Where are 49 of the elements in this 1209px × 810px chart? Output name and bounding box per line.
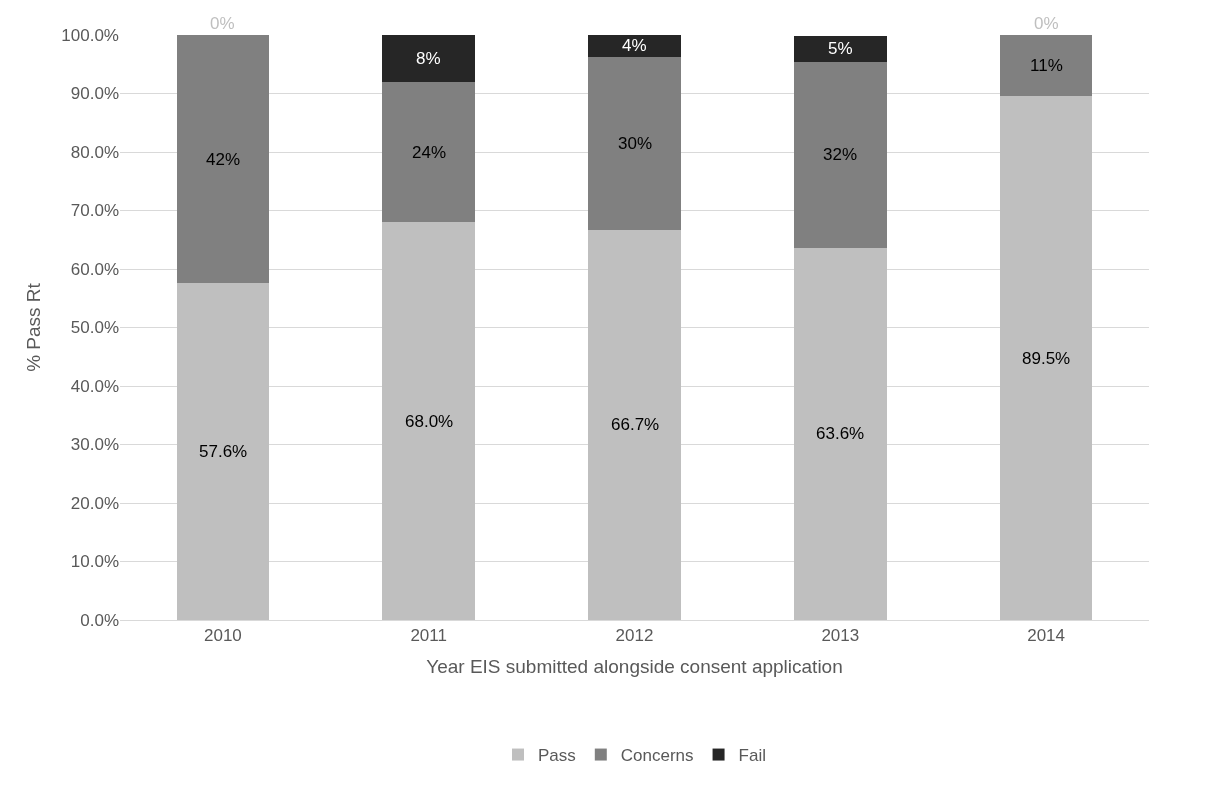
y-tick-label: 30.0% <box>70 435 119 455</box>
x-tick-label: 2011 <box>410 626 447 646</box>
x-tick-label: 2014 <box>1027 626 1066 646</box>
y-tick-label: 80.0% <box>70 142 119 162</box>
x-tick-label: 2013 <box>821 626 860 646</box>
bar <box>176 35 270 284</box>
x-tick-label: 2012 <box>615 626 654 646</box>
bar <box>588 35 681 57</box>
data-label: 8% <box>416 49 441 68</box>
data-label: 63.6% <box>816 424 865 443</box>
bar <box>176 283 270 620</box>
data-label: 5% <box>828 39 853 58</box>
bar <box>382 35 476 82</box>
data-label: 4% <box>622 36 647 55</box>
y-tick-label: 40.0% <box>70 376 119 396</box>
bar <box>794 61 887 248</box>
data-label: 11% <box>1030 56 1063 75</box>
bar <box>999 35 1093 97</box>
data-label: 30% <box>618 134 653 153</box>
y-axis-title: % Pass Rt <box>23 282 45 372</box>
x-tick-label: 2010 <box>203 626 242 646</box>
bar <box>588 56 681 230</box>
y-tick-label: 100.0% <box>61 25 119 45</box>
y-tick-label: 0.0% <box>80 610 119 630</box>
y-tick-label: 60.0% <box>70 259 119 279</box>
bar <box>382 222 476 620</box>
y-tick-label: 90.0% <box>70 84 119 104</box>
data-label: 24% <box>412 143 447 162</box>
y-tick-label: 50.0% <box>70 318 119 338</box>
bar <box>794 35 887 62</box>
data-label: 66.7% <box>611 415 660 434</box>
data-label: 32% <box>823 145 858 164</box>
bar <box>382 81 476 223</box>
legend-label: Concerns <box>620 746 694 766</box>
legend-label: Fail <box>738 746 766 766</box>
data-label: 89.5% <box>1022 349 1071 368</box>
y-tick-label: 20.0% <box>70 493 119 513</box>
x-axis-title: Year EIS submitted alongside consent application <box>426 656 843 678</box>
data-label: 57.6% <box>199 442 248 461</box>
data-label: 68.0% <box>405 412 454 431</box>
data-label: 0% <box>210 14 235 33</box>
bar <box>999 96 1093 620</box>
bar <box>794 247 887 620</box>
y-tick-label: 70.0% <box>70 201 119 221</box>
legend-label: Pass <box>538 746 576 766</box>
data-label: 42% <box>206 150 241 169</box>
bar <box>588 229 681 620</box>
y-tick-label: 10.0% <box>70 552 119 572</box>
data-label: 0% <box>1034 14 1059 33</box>
